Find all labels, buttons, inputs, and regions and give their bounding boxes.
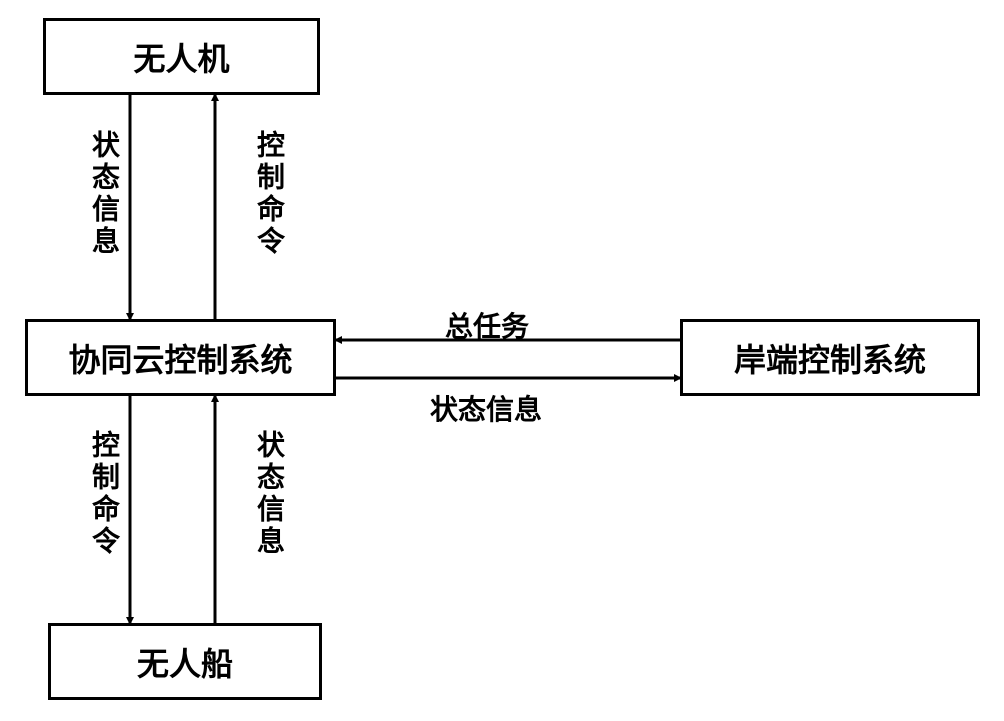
edge-label-cloud-to-drone: 控制命令 — [248, 130, 288, 258]
node-drone-label: 无人机 — [133, 34, 229, 80]
node-drone: 无人机 — [43, 18, 320, 95]
node-shore: 岸端控制系统 — [680, 319, 980, 396]
edge-label-cloud-to-ship: 控制命令 — [83, 430, 123, 558]
node-cloud-label: 协同云控制系统 — [68, 335, 292, 381]
edge-label-drone-to-cloud: 状态信息 — [83, 130, 123, 258]
node-ship-label: 无人船 — [137, 639, 233, 685]
node-cloud: 协同云控制系统 — [25, 319, 336, 396]
node-ship: 无人船 — [48, 623, 322, 700]
edge-label-cloud-to-shore: 状态信息 — [430, 388, 542, 428]
edge-label-ship-to-cloud: 状态信息 — [248, 430, 288, 558]
edge-label-shore-to-cloud: 总任务 — [445, 305, 529, 345]
node-shore-label: 岸端控制系统 — [734, 335, 926, 381]
